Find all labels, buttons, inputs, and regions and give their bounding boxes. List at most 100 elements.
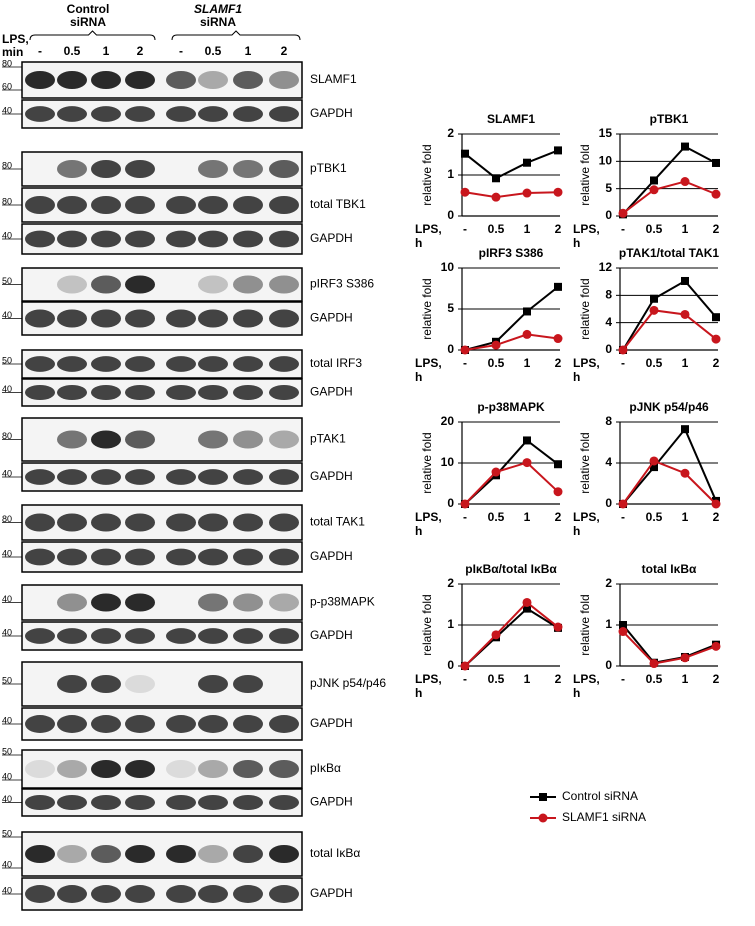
- blot-band: [233, 675, 263, 693]
- lane-label: 2: [137, 44, 144, 58]
- blot-band: [166, 794, 196, 811]
- x-tick-label: -: [621, 510, 625, 524]
- blot-band: [198, 760, 228, 778]
- series-line: [622, 180, 717, 215]
- blot-label: GAPDH: [310, 385, 353, 399]
- point: [649, 456, 659, 466]
- blot-band: [25, 356, 55, 372]
- blot-band: [166, 384, 196, 401]
- blot-band: [198, 106, 228, 122]
- point: [523, 158, 531, 167]
- blot-band: [269, 885, 299, 903]
- blot-frame: [21, 584, 303, 621]
- blot-band: [233, 160, 263, 178]
- y-axis-label: relative fold: [578, 278, 592, 339]
- blot-band: [57, 356, 87, 372]
- x-tick-label: 0.5: [646, 672, 663, 686]
- x-tick-label: 0.5: [488, 356, 505, 370]
- series-line: [622, 427, 717, 505]
- x-axis-label: LPS,: [415, 356, 442, 370]
- series-line: [622, 279, 717, 351]
- y-tick-label: 0: [447, 342, 454, 356]
- lps-label: min: [2, 45, 23, 59]
- blot-band: [125, 275, 155, 294]
- y-axis-label: relative fold: [420, 594, 434, 655]
- blot-band: [233, 885, 263, 903]
- x-axis-label: h: [573, 370, 580, 384]
- x-axis-label: h: [415, 370, 422, 384]
- y-tick-label: 10: [441, 455, 455, 469]
- blot-band: [166, 106, 196, 122]
- blot-band: [25, 845, 55, 863]
- point: [553, 622, 563, 632]
- blot-label: GAPDH: [310, 106, 353, 120]
- y-axis-label: relative fold: [420, 278, 434, 339]
- x-axis-label: h: [573, 686, 580, 700]
- blot-label: pJNK p54/p46: [310, 676, 386, 690]
- blot-band: [57, 548, 87, 566]
- blot-label: pIRF3 S386: [310, 277, 374, 291]
- x-axis-label: LPS,: [415, 672, 442, 686]
- series-line: [464, 149, 559, 180]
- point: [712, 158, 720, 167]
- blot-label: total IRF3: [310, 356, 362, 370]
- blot-band: [125, 885, 155, 903]
- blot-band: [57, 885, 87, 903]
- point: [711, 641, 721, 651]
- point: [554, 146, 562, 155]
- y-tick-label: 2: [447, 576, 454, 590]
- blot-band: [233, 760, 263, 778]
- blot-band: [25, 71, 55, 89]
- point: [681, 425, 689, 434]
- blot-band: [269, 715, 299, 733]
- point: [553, 334, 563, 344]
- x-tick-label: 0.5: [488, 222, 505, 236]
- point: [491, 192, 501, 202]
- blot-band: [198, 356, 228, 372]
- x-tick-label: 2: [713, 222, 720, 236]
- blot-label: GAPDH: [310, 311, 353, 325]
- chart-title: SLAMF1: [487, 112, 535, 126]
- x-tick-label: 1: [682, 672, 689, 686]
- x-tick-label: 2: [713, 510, 720, 524]
- series-line: [622, 630, 717, 665]
- mw-marker: 40: [2, 468, 12, 478]
- blot-band: [198, 513, 228, 532]
- point: [711, 334, 721, 344]
- point: [649, 659, 659, 669]
- blot-label: GAPDH: [310, 886, 353, 900]
- blot-band: [269, 160, 299, 178]
- blot-band: [233, 275, 263, 294]
- x-tick-label: -: [621, 672, 625, 686]
- x-tick-label: 2: [713, 672, 720, 686]
- blot-label: GAPDH: [310, 716, 353, 730]
- y-tick-label: 8: [605, 288, 612, 302]
- series-line: [464, 601, 559, 667]
- blot-band: [233, 794, 263, 811]
- chart-title: pIκBα/total IκBα: [465, 562, 557, 576]
- blot-label: GAPDH: [310, 231, 353, 245]
- x-tick-label: 1: [682, 356, 689, 370]
- blot-band: [91, 275, 121, 294]
- blot-band: [269, 760, 299, 778]
- blot-band: [269, 794, 299, 811]
- point: [681, 142, 689, 151]
- x-axis-label: LPS,: [415, 510, 442, 524]
- blot-band: [57, 628, 87, 644]
- point: [460, 661, 470, 671]
- y-tick-label: 0: [447, 208, 454, 222]
- blot-frame: [21, 267, 303, 302]
- blot-band: [198, 430, 228, 449]
- y-tick-label: 4: [605, 315, 612, 329]
- blot-band: [233, 356, 263, 372]
- point: [618, 499, 628, 509]
- y-axis-label: relative fold: [420, 432, 434, 493]
- blot-band: [125, 71, 155, 89]
- blot-band: [125, 845, 155, 863]
- series-line: [622, 459, 717, 505]
- x-tick-label: 2: [555, 222, 562, 236]
- blot-band: [198, 160, 228, 178]
- blot-band: [269, 845, 299, 863]
- x-tick-label: 2: [555, 672, 562, 686]
- point: [553, 487, 563, 497]
